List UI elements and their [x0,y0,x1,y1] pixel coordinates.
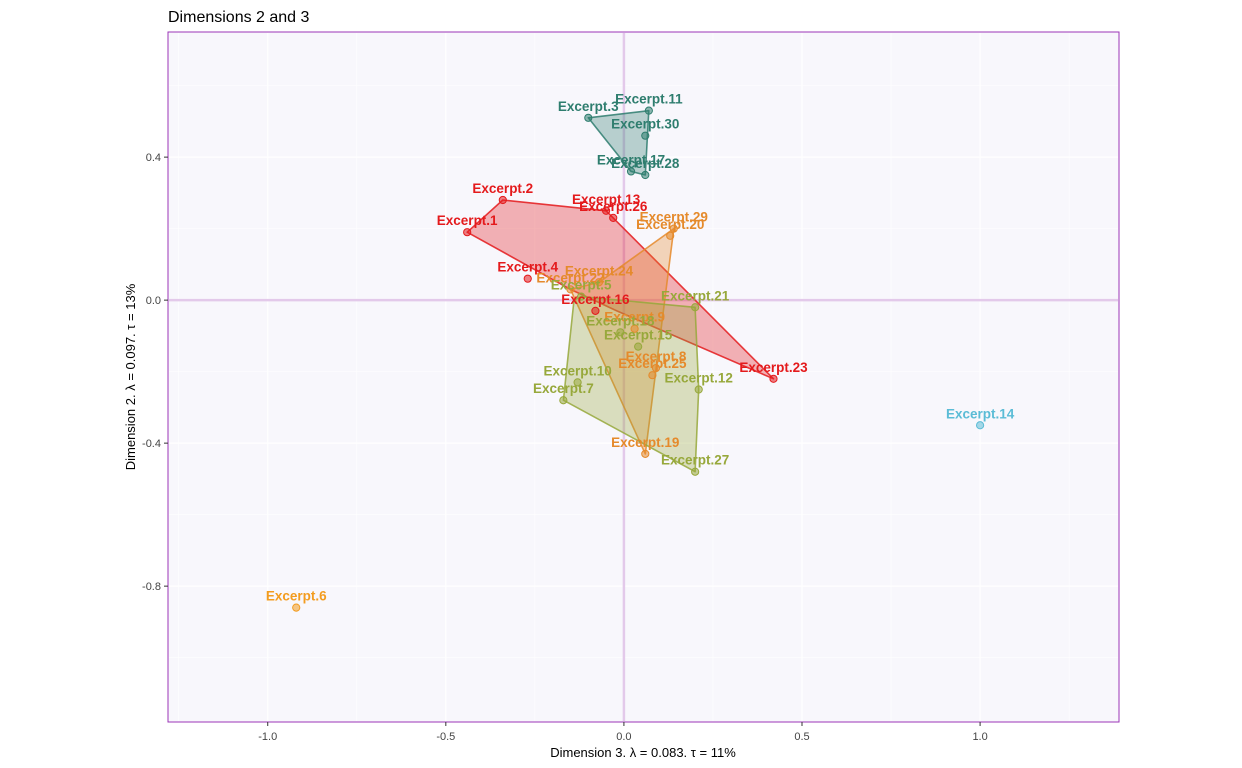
point-label: Excerpt.16 [561,292,630,307]
data-point [644,106,653,115]
data-point [577,292,586,301]
point-label: Excerpt.10 [543,363,611,378]
x-tick-label: 0.5 [794,731,809,743]
data-points [292,106,985,612]
data-point [602,206,611,215]
data-point [694,385,703,394]
x-tick-label: 1.0 [972,731,987,743]
x-axis-title: Dimension 3. λ = 0.083. τ = 11% [550,745,736,760]
point-label: Excerpt.17 [597,152,665,167]
point-label: Excerpt.8 [626,349,687,364]
point-label: Excerpt.24 [565,263,634,278]
data-point [666,231,675,240]
point-label: Excerpt.9 [604,310,665,325]
point-label: Excerpt.23 [739,360,808,375]
data-point [669,224,678,233]
point-labels: Excerpt.1Excerpt.2Excerpt.13Excerpt.26Ex… [266,92,1015,604]
y-axis-title: Dimension 2. λ = 0.097. τ = 13% [123,283,138,470]
point-label: Excerpt.25 [618,356,687,371]
data-point [498,195,507,205]
point-label: Excerpt.30 [611,117,679,132]
point-label: Excerpt.3 [558,99,619,114]
data-point [573,378,582,387]
data-point [630,324,639,333]
point-label: Excerpt.4 [497,260,558,275]
data-point [634,342,643,351]
data-point [616,328,625,337]
data-point [769,374,778,383]
point-label: Excerpt.22 [536,270,604,285]
point-label: Excerpt.18 [586,313,655,328]
data-point [594,278,604,287]
data-point [975,421,985,430]
data-point [641,131,650,140]
data-point [292,603,301,612]
axis-ticks: -1.0 -0.5 0.0 0.5 1.0 0.4 0.0 -0.4 -0.8 [142,152,988,743]
data-point [641,449,650,458]
x-tick-label: -0.5 [436,731,455,743]
data-point [584,113,593,122]
data-point [609,213,618,223]
data-point [523,274,532,283]
data-point [691,467,700,476]
data-point [463,228,472,237]
data-point [591,306,600,315]
data-point [651,363,661,373]
data-point [559,396,568,405]
point-label: Excerpt.29 [640,210,708,225]
point-label: Excerpt.6 [266,589,327,604]
y-tick-label: 0.4 [146,152,161,164]
point-label: Excerpt.20 [636,217,704,232]
data-point [648,371,657,380]
x-tick-label: 0.0 [616,731,631,743]
plot-panel [167,31,1120,723]
zero-lines [169,33,1118,721]
data-point [641,170,650,180]
data-point [566,285,575,294]
point-label: Excerpt.7 [533,381,594,396]
y-tick-label: -0.4 [142,438,161,450]
point-label: Excerpt.5 [551,278,612,293]
y-tick-label: -0.8 [142,581,161,593]
y-tick-label: 0.0 [146,295,161,307]
point-label: Excerpt.15 [604,328,673,343]
point-label: Excerpt.14 [946,406,1015,421]
point-label: Excerpt.21 [661,288,730,303]
point-label: Excerpt.13 [572,192,641,207]
point-label: Excerpt.19 [611,435,679,450]
point-label: Excerpt.28 [611,156,680,171]
point-label: Excerpt.11 [615,92,683,107]
point-label: Excerpt.26 [579,199,648,214]
chart-title: Dimensions 2 and 3 [168,9,310,26]
point-label: Excerpt.1 [437,213,498,228]
point-label: Excerpt.2 [472,181,533,196]
data-point [691,303,700,312]
point-label: Excerpt.27 [661,453,729,468]
point-label: Excerpt.12 [665,371,733,386]
x-tick-label: -1.0 [258,731,277,743]
data-point [626,167,636,176]
